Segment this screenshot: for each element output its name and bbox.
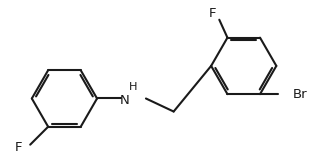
Text: F: F [209,7,216,20]
Text: F: F [15,141,23,154]
Text: Br: Br [293,88,307,101]
Text: H: H [129,82,138,92]
Text: N: N [120,94,130,107]
